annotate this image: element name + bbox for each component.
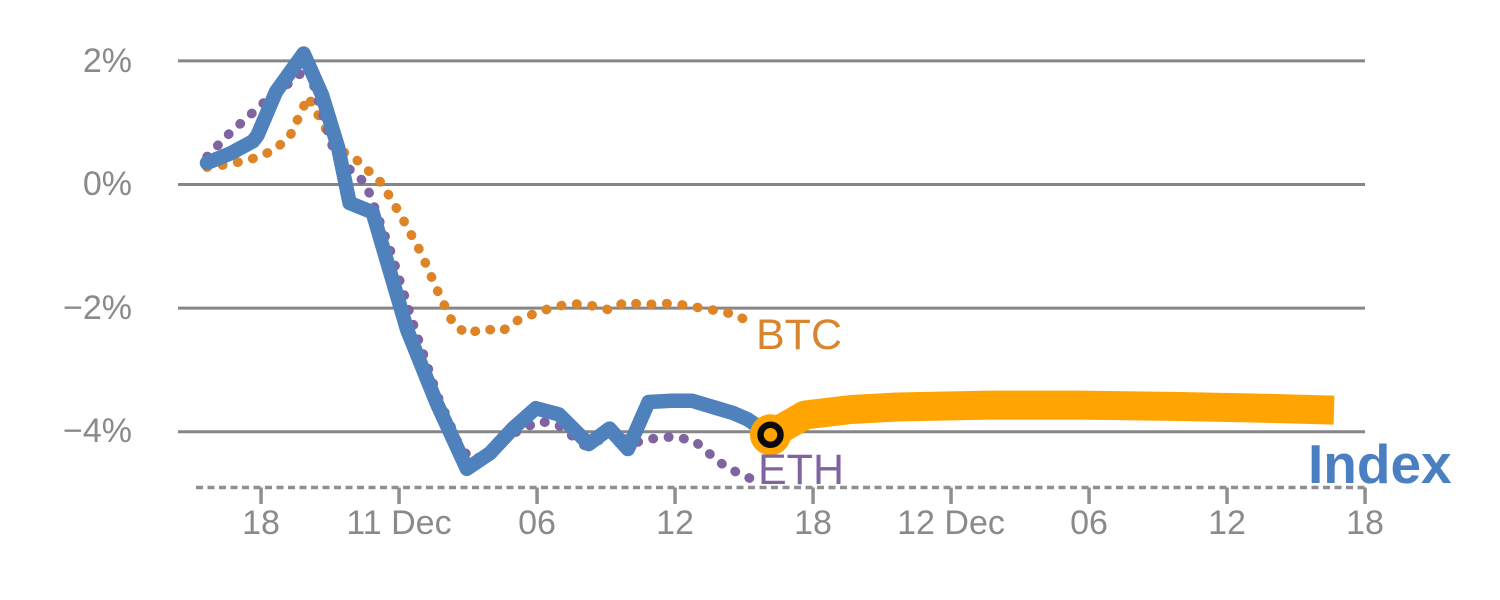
eth-series-label: ETH: [758, 446, 844, 494]
current-point-marker-ring: [757, 421, 784, 449]
x-axis-tick-label: 06: [518, 504, 556, 542]
x-axis-tick-label: 11 Dec: [346, 504, 452, 542]
index-projection-series-line: [763, 390, 1335, 448]
y-axis-tick-label: −4%: [63, 412, 132, 450]
x-axis-tick-label: 18: [794, 504, 832, 542]
x-axis-tick-label: 18: [242, 504, 280, 542]
y-axis-tick-label: 0%: [82, 165, 132, 203]
eth-series-line: [202, 62, 757, 485]
y-axis-tick-label: 2%: [82, 42, 132, 80]
x-axis-tick-label: 12: [656, 504, 694, 542]
x-axis-tick-label: 12 Dec: [897, 504, 1005, 542]
y-axis-tick-label: −2%: [63, 289, 132, 327]
index-series-line: [199, 46, 778, 477]
btc-series-line: [202, 91, 760, 339]
x-axis-tick-label: 18: [1346, 504, 1384, 542]
index-series-label: Index: [1308, 433, 1452, 495]
x-axis-tick-label: 06: [1070, 504, 1108, 542]
btc-series-label: BTC: [756, 311, 842, 359]
x-axis-tick-label: 12: [1208, 504, 1246, 542]
